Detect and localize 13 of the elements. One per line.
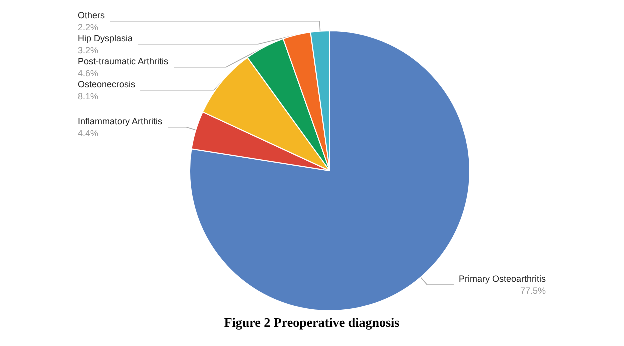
slice-label: Primary Osteoarthritis [458,274,546,284]
slice-label: Post-traumatic Arthritis [78,56,170,66]
data-label: 77.5% [520,286,546,296]
slice-label: Osteonecrosis [78,79,136,90]
slice-label: Others [78,10,106,20]
data-label: 3.2% [78,45,99,56]
data-label: 4.4% [78,128,99,138]
data-label: 4.6% [78,68,99,78]
slice-label: Hip Dysplasia [78,33,134,44]
slice-label: Inflammatory Arthritis [78,116,164,126]
data-label: 8.1% [78,91,99,102]
text: Figure 2 Preoperative diagnosis [224,315,400,330]
data-label: 2.2% [78,22,99,32]
